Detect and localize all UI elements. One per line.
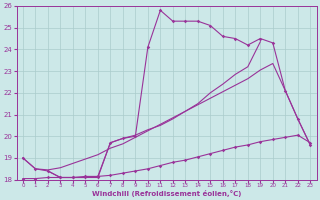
X-axis label: Windchill (Refroidissement éolien,°C): Windchill (Refroidissement éolien,°C) xyxy=(92,190,241,197)
